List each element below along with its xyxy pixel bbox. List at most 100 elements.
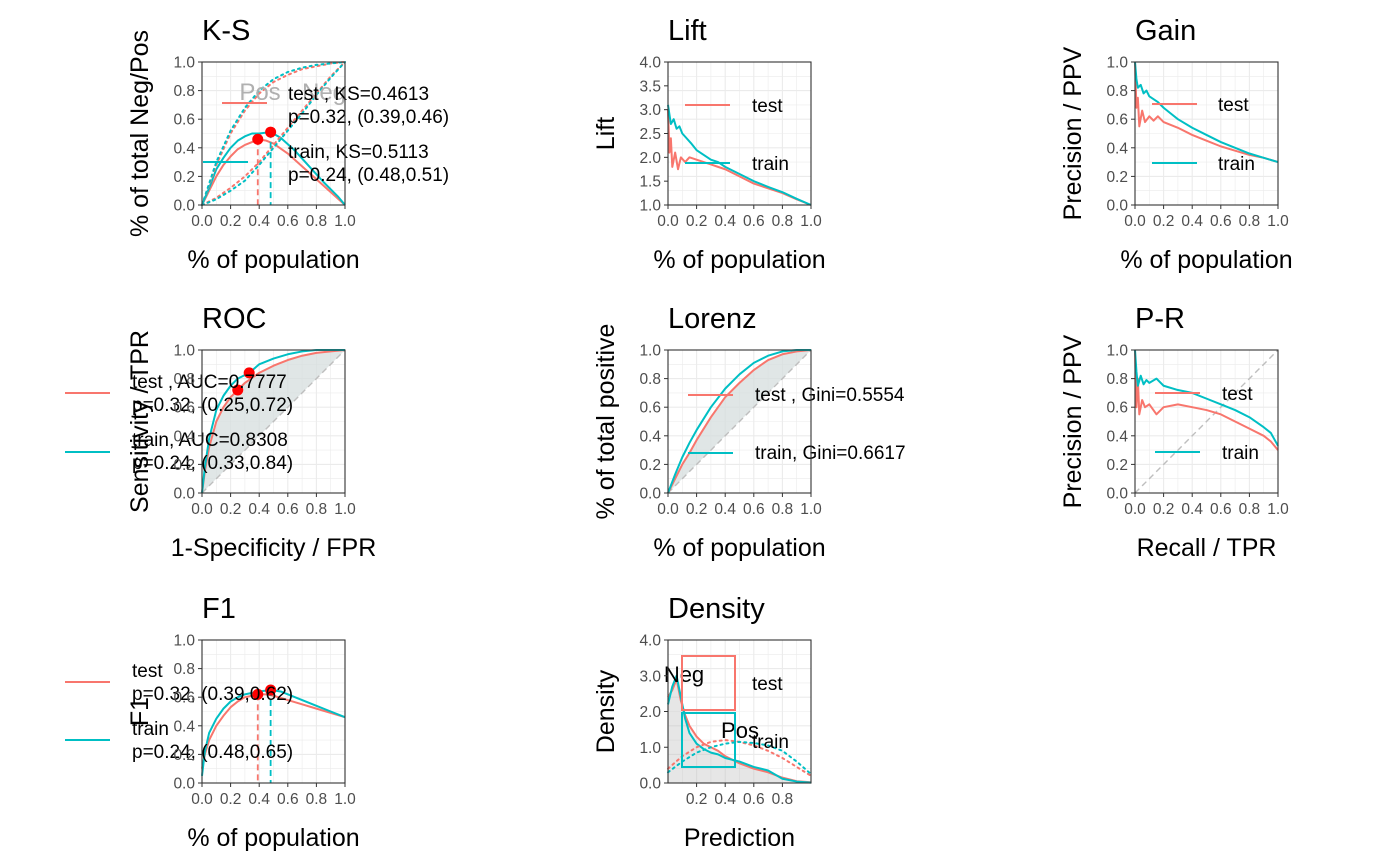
y-axis-label: Sensitivity / TPR xyxy=(126,330,154,513)
x-tick-label: 0.6 xyxy=(743,501,765,518)
y-tick-label: 0.8 xyxy=(173,83,195,100)
x-tick-label: 0.8 xyxy=(306,791,328,808)
legend-label: train xyxy=(132,719,169,740)
x-axis-label: % of population xyxy=(653,534,825,562)
x-tick-label: 0.0 xyxy=(191,501,213,518)
x-tick-label: 0.6 xyxy=(1210,213,1232,230)
x-tick-label: 0.0 xyxy=(191,791,213,808)
y-tick-label: 0.2 xyxy=(1106,457,1128,474)
optimal-point-marker xyxy=(252,688,264,700)
x-tick-label: 0.4 xyxy=(714,213,736,230)
legend-label: test xyxy=(1218,95,1249,116)
y-tick-label: 0.0 xyxy=(173,776,195,793)
y-tick-label: 0.6 xyxy=(173,690,195,707)
legend-label: train, KS=0.5113 xyxy=(288,142,429,163)
y-tick-label: 1.0 xyxy=(639,198,661,215)
x-tick-label: 0.4 xyxy=(248,501,270,518)
y-tick-label: 0.4 xyxy=(1106,428,1128,445)
y-tick-label: 3.0 xyxy=(639,668,661,685)
y-tick-label: 0.2 xyxy=(639,457,661,474)
y-axis-label: Lift xyxy=(592,117,620,150)
diagonal-reference xyxy=(201,349,346,494)
series-train-pos xyxy=(201,61,346,206)
y-tick-label: 0.4 xyxy=(173,140,195,157)
overlay-label: Neg xyxy=(302,79,346,106)
chart-title: Density xyxy=(668,593,765,625)
y-tick-label: 1.0 xyxy=(173,343,195,360)
gain-panel: test train 0.0 0.2 0.4 0.6 0.8 1.0 0.0 0.2 0.4 0.6 0… xyxy=(1059,15,1293,274)
y-tick-label: 1.0 xyxy=(173,55,195,72)
y-axis-label: % of total Neg/Pos xyxy=(126,30,154,237)
y-tick-label: 0.2 xyxy=(173,169,195,186)
legend-label: p=0.32, (0.39,0.46) xyxy=(288,107,449,128)
x-tick-label: 0.2 xyxy=(220,213,242,230)
density-panel: Neg Pos test train 0.2 0.4 0.6 0.8 0.0 1.0 2.0 3.0 4… xyxy=(592,593,812,852)
panel-border xyxy=(667,349,812,494)
x-tick-label: 0.0 xyxy=(657,213,679,230)
legend-label: train xyxy=(752,732,789,753)
y-axis-label: F1 xyxy=(126,697,154,726)
x-tick-label: 0.4 xyxy=(1181,213,1203,230)
x-tick-label: 0.8 xyxy=(306,213,328,230)
diagonal-reference xyxy=(1134,349,1279,494)
overlay-label: Neg xyxy=(664,662,704,687)
y-tick-label: 0.4 xyxy=(173,428,195,445)
y-tick-label: 1.0 xyxy=(1106,343,1128,360)
chart-title: Gain xyxy=(1135,15,1196,47)
panel-border xyxy=(201,349,346,494)
legend-label: test , AUC=0.7777 xyxy=(132,372,287,393)
y-tick-label: 0.0 xyxy=(173,198,195,215)
y-tick-label: 0.8 xyxy=(1106,371,1128,388)
x-tick-label: 0.4 xyxy=(248,791,270,808)
legend-label: train xyxy=(1222,443,1259,464)
y-tick-label: 0.6 xyxy=(173,400,195,417)
series-train xyxy=(667,349,811,494)
y-tick-label: 1.0 xyxy=(639,343,661,360)
x-tick-label: 1.0 xyxy=(1267,213,1289,230)
y-tick-label: 0.0 xyxy=(639,486,661,503)
y-axis-label: Precision / PPV xyxy=(1059,46,1087,220)
panel-border xyxy=(1134,349,1279,494)
y-tick-label: 1.5 xyxy=(639,174,661,191)
x-tick-label: 0.0 xyxy=(1124,501,1146,518)
y-tick-label: 0.2 xyxy=(173,457,195,474)
optimal-point-marker xyxy=(265,684,277,696)
x-tick-label: 0.6 xyxy=(743,213,765,230)
legend-label: p=0.32, (0.25,0.72) xyxy=(132,395,293,416)
panel-border xyxy=(1134,61,1279,206)
density-fill xyxy=(668,679,811,783)
series-train-pos xyxy=(667,740,812,776)
x-tick-label: 0.2 xyxy=(1153,501,1175,518)
diagonal-reference xyxy=(667,349,812,494)
x-tick-label: 1.0 xyxy=(334,791,356,808)
y-tick-label: 4.0 xyxy=(639,633,661,650)
legend-label: test , KS=0.4613 xyxy=(288,84,429,105)
x-tick-label: 0.8 xyxy=(306,501,328,518)
x-axis-label: % of population xyxy=(187,824,359,852)
legend-label: train xyxy=(1218,154,1255,175)
y-tick-label: 1.0 xyxy=(639,740,661,757)
y-tick-label: 0.4 xyxy=(173,718,195,735)
overlay-label: Pos xyxy=(721,718,759,743)
series-train xyxy=(201,689,346,776)
series-train xyxy=(1134,61,1279,164)
x-tick-label: 1.0 xyxy=(800,501,822,518)
y-tick-label: 0.0 xyxy=(1106,198,1128,215)
y-tick-label: 2.0 xyxy=(639,150,661,167)
panel-border xyxy=(201,639,346,784)
y-tick-label: 0.8 xyxy=(1106,83,1128,100)
y-tick-label: 0.8 xyxy=(173,661,195,678)
series-test xyxy=(201,349,346,494)
legend-label: train, Gini=0.6617 xyxy=(755,443,906,464)
series-train xyxy=(667,104,812,206)
legend-label: test xyxy=(752,674,783,695)
x-tick-label: 0.4 xyxy=(714,791,736,808)
x-tick-label: 0.6 xyxy=(1210,501,1232,518)
chart-title: P-R xyxy=(1135,303,1185,335)
pr-panel: test train 0.0 0.2 0.4 0.6 0.8 1.0 0.0 0.2 0.4 0.6 0… xyxy=(1059,303,1289,562)
x-tick-label: 0.6 xyxy=(743,791,765,808)
optimal-point-marker xyxy=(252,133,264,145)
